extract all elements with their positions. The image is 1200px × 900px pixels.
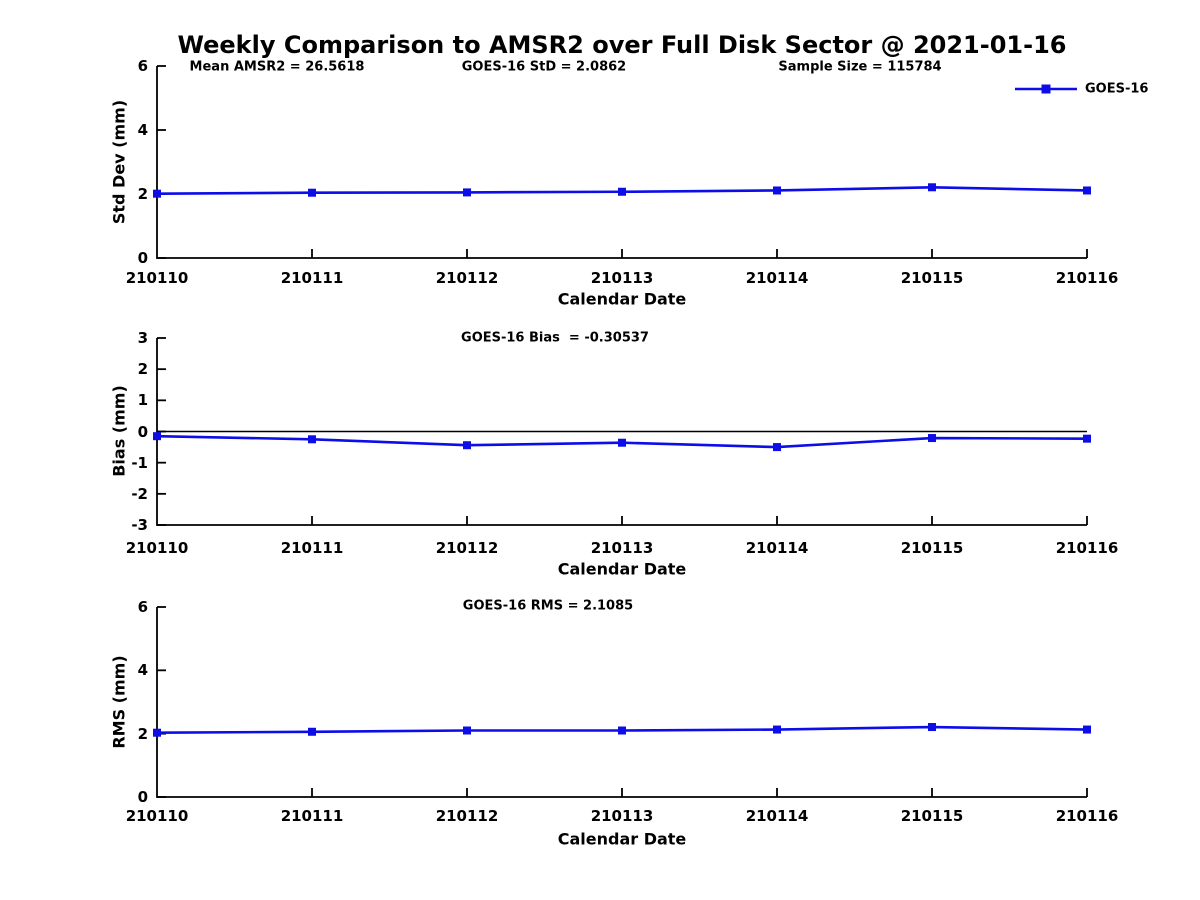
data-point-marker bbox=[618, 187, 626, 196]
y-tick-label: 6 bbox=[137, 57, 148, 75]
x-tick-label: 210112 bbox=[435, 269, 499, 287]
data-point-marker bbox=[1083, 186, 1091, 195]
x-tick-label: 210111 bbox=[280, 539, 344, 557]
data-point-marker bbox=[928, 183, 936, 192]
y-tick-label: 2 bbox=[137, 724, 148, 743]
data-point-marker bbox=[153, 189, 161, 198]
data-point-marker bbox=[308, 188, 316, 197]
data-point-marker bbox=[308, 435, 316, 444]
y-tick-label: 3 bbox=[137, 329, 148, 347]
data-point-marker bbox=[618, 726, 626, 735]
data-point-marker bbox=[773, 725, 781, 734]
data-point-marker bbox=[773, 186, 781, 195]
x-tick-label: 210114 bbox=[745, 807, 809, 825]
data-point-marker bbox=[463, 188, 471, 197]
x-tick-label: 210113 bbox=[590, 539, 654, 557]
x-tick-label: 210110 bbox=[125, 539, 189, 557]
y-tick-label: 0 bbox=[137, 422, 148, 441]
x-tick-label: 210110 bbox=[125, 807, 189, 825]
data-point-marker bbox=[308, 727, 316, 736]
x-tick-label: 210112 bbox=[435, 807, 499, 825]
axis-spines bbox=[156, 607, 1087, 798]
x-tick-label: 210114 bbox=[745, 539, 809, 557]
stat-annotation: Mean AMSR2 = 26.5618 bbox=[189, 59, 365, 75]
x-tick-label: 210111 bbox=[280, 807, 344, 825]
x-tick-label: 210116 bbox=[1055, 807, 1119, 825]
stat-annotation: GOES-16 Bias = -0.30537 bbox=[461, 330, 649, 346]
y-tick-label: 2 bbox=[137, 185, 148, 203]
legend-label: GOES-16 bbox=[1085, 81, 1149, 97]
chart-title: Weekly Comparison to AMSR2 over Full Dis… bbox=[177, 31, 1067, 59]
y-tick-label: -1 bbox=[131, 453, 148, 472]
x-tick-label: 210110 bbox=[125, 269, 189, 287]
y-tick-label: 4 bbox=[137, 121, 148, 139]
data-point-marker bbox=[1083, 725, 1091, 734]
x-tick-label: 210116 bbox=[1055, 269, 1119, 287]
data-point-marker bbox=[153, 728, 161, 737]
x-tick-label: 210114 bbox=[745, 269, 809, 287]
y-tick-label: 6 bbox=[137, 598, 148, 616]
x-tick-label: 210112 bbox=[435, 539, 499, 557]
y-tick-label: -3 bbox=[131, 516, 148, 534]
x-axis-label: Calendar Date bbox=[557, 829, 687, 849]
y-tick-label: 0 bbox=[137, 249, 148, 267]
y-tick-label: -2 bbox=[131, 484, 148, 503]
x-tick-label: 210113 bbox=[590, 807, 654, 825]
x-axis-label: Calendar Date bbox=[557, 559, 687, 579]
data-point-marker bbox=[463, 726, 471, 735]
x-tick-label: 210115 bbox=[900, 269, 964, 287]
x-tick-label: 210115 bbox=[900, 807, 964, 825]
data-point-marker bbox=[928, 434, 936, 443]
axis-spines bbox=[156, 66, 1087, 259]
data-point-marker bbox=[1083, 434, 1091, 443]
stat-annotation: Sample Size = 115784 bbox=[778, 59, 942, 75]
y-tick-label: 1 bbox=[137, 391, 148, 410]
y-tick-label: 0 bbox=[137, 788, 148, 806]
y-axis-label: RMS (mm) bbox=[109, 655, 129, 749]
y-tick-label: 4 bbox=[137, 661, 148, 680]
y-axis-label: Std Dev (mm) bbox=[109, 99, 129, 225]
y-tick-label: 2 bbox=[137, 360, 148, 379]
x-tick-label: 210116 bbox=[1055, 539, 1119, 557]
x-axis-label: Calendar Date bbox=[557, 289, 687, 309]
x-tick-label: 210113 bbox=[590, 269, 654, 287]
data-point-marker bbox=[928, 723, 936, 732]
stat-annotation: GOES-16 RMS = 2.1085 bbox=[462, 598, 634, 614]
data-point-marker bbox=[618, 438, 626, 447]
data-point-marker bbox=[773, 443, 781, 452]
legend-marker bbox=[1041, 84, 1051, 94]
data-point-marker bbox=[153, 432, 161, 441]
y-axis-label: Bias (mm) bbox=[109, 385, 129, 477]
data-point-marker bbox=[463, 441, 471, 450]
x-tick-label: 210115 bbox=[900, 539, 964, 557]
stat-annotation: GOES-16 StD = 2.0862 bbox=[461, 59, 627, 75]
x-tick-label: 210111 bbox=[280, 269, 344, 287]
